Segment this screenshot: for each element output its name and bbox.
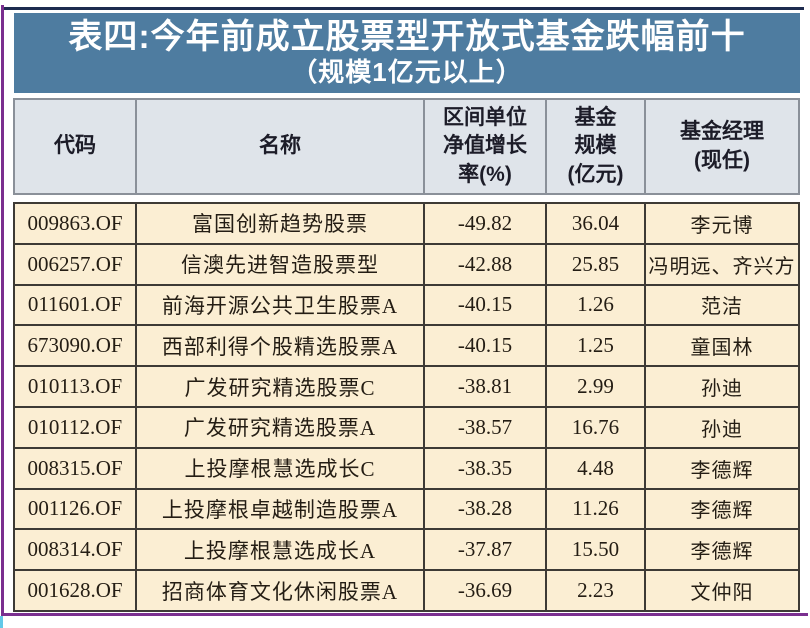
fund-name: 上投摩根慧选成长C xyxy=(137,448,423,488)
fund-name: 信澳先进智造股票型 xyxy=(137,244,423,284)
left-border-line xyxy=(1,5,4,616)
fund-manager: 李德辉 xyxy=(646,489,798,529)
fund-code: 009863.OF xyxy=(15,204,135,243)
fund-scale: 11.26 xyxy=(547,489,644,529)
table-title-line2: （规模1亿元以上） xyxy=(291,56,523,87)
fund-manager: 冯明远、齐兴方 xyxy=(646,244,798,284)
fund-manager: 李德辉 xyxy=(646,530,798,570)
fund-growth: -38.28 xyxy=(425,489,545,529)
fund-name: 广发研究精选股票C xyxy=(137,367,423,406)
fund-manager: 孙迪 xyxy=(646,367,798,406)
fund-scale: 2.99 xyxy=(547,367,644,406)
fund-manager: 李元博 xyxy=(646,204,798,243)
fund-growth: -42.88 xyxy=(425,244,545,284)
fund-manager: 童国林 xyxy=(646,326,798,366)
fund-name: 西部利得个股精选股票A xyxy=(137,326,423,366)
fund-growth: -38.35 xyxy=(425,448,545,488)
table-title-banner: 表四:今年前成立股票型开放式基金跌幅前十 （规模1亿元以上） xyxy=(14,13,800,93)
fund-code: 008314.OF xyxy=(15,530,135,570)
column-header-scale: 基金 规模 (亿元) xyxy=(547,100,644,193)
column-header-code: 代码 xyxy=(15,100,135,193)
fund-code: 011601.OF xyxy=(15,285,135,325)
table-body: 009863.OF 富国创新趋势股票 -49.82 36.04 李元博 0062… xyxy=(13,202,800,612)
fund-code: 001126.OF xyxy=(15,489,135,529)
fund-growth: -40.15 xyxy=(425,326,545,366)
column-header-growth: 区间单位 净值增长 率(%) xyxy=(425,100,545,193)
fund-scale: 36.04 xyxy=(547,204,644,243)
column-header-manager: 基金经理 (现任) xyxy=(646,100,798,193)
fund-code: 673090.OF xyxy=(15,326,135,366)
fund-manager: 李德辉 xyxy=(646,448,798,488)
fund-manager: 范洁 xyxy=(646,285,798,325)
fund-growth: -49.82 xyxy=(425,204,545,243)
fund-name: 富国创新趋势股票 xyxy=(137,204,423,243)
fund-scale: 4.48 xyxy=(547,448,644,488)
fund-name: 上投摩根慧选成长A xyxy=(137,530,423,570)
fund-code: 008315.OF xyxy=(15,448,135,488)
fund-code: 001628.OF xyxy=(15,571,135,610)
fund-growth: -38.81 xyxy=(425,367,545,406)
column-header-name: 名称 xyxy=(137,100,423,193)
fund-growth: -38.57 xyxy=(425,407,545,447)
fund-scale: 1.25 xyxy=(547,326,644,366)
fund-name: 广发研究精选股票A xyxy=(137,407,423,447)
fund-manager: 文仲阳 xyxy=(646,571,798,610)
fund-scale: 2.23 xyxy=(547,571,644,610)
bottom-border-line xyxy=(1,613,808,616)
table-title-line1: 表四:今年前成立股票型开放式基金跌幅前十 xyxy=(68,17,746,56)
cyan-corner-accent xyxy=(0,616,3,628)
fund-growth: -37.87 xyxy=(425,530,545,570)
fund-scale: 15.50 xyxy=(547,530,644,570)
fund-code: 010113.OF xyxy=(15,367,135,406)
table-header-row: 代码 名称 区间单位 净值增长 率(%) 基金 规模 (亿元) 基金经理 (现任… xyxy=(13,98,800,195)
top-border-line xyxy=(4,7,804,10)
fund-scale: 16.76 xyxy=(547,407,644,447)
fund-code: 010112.OF xyxy=(15,407,135,447)
fund-manager: 孙迪 xyxy=(646,407,798,447)
fund-scale: 25.85 xyxy=(547,244,644,284)
fund-name: 前海开源公共卫生股票A xyxy=(137,285,423,325)
fund-name: 上投摩根卓越制造股票A xyxy=(137,489,423,529)
fund-name: 招商体育文化休闲股票A xyxy=(137,571,423,610)
fund-growth: -40.15 xyxy=(425,285,545,325)
fund-code: 006257.OF xyxy=(15,244,135,284)
fund-scale: 1.26 xyxy=(547,285,644,325)
fund-growth: -36.69 xyxy=(425,571,545,610)
